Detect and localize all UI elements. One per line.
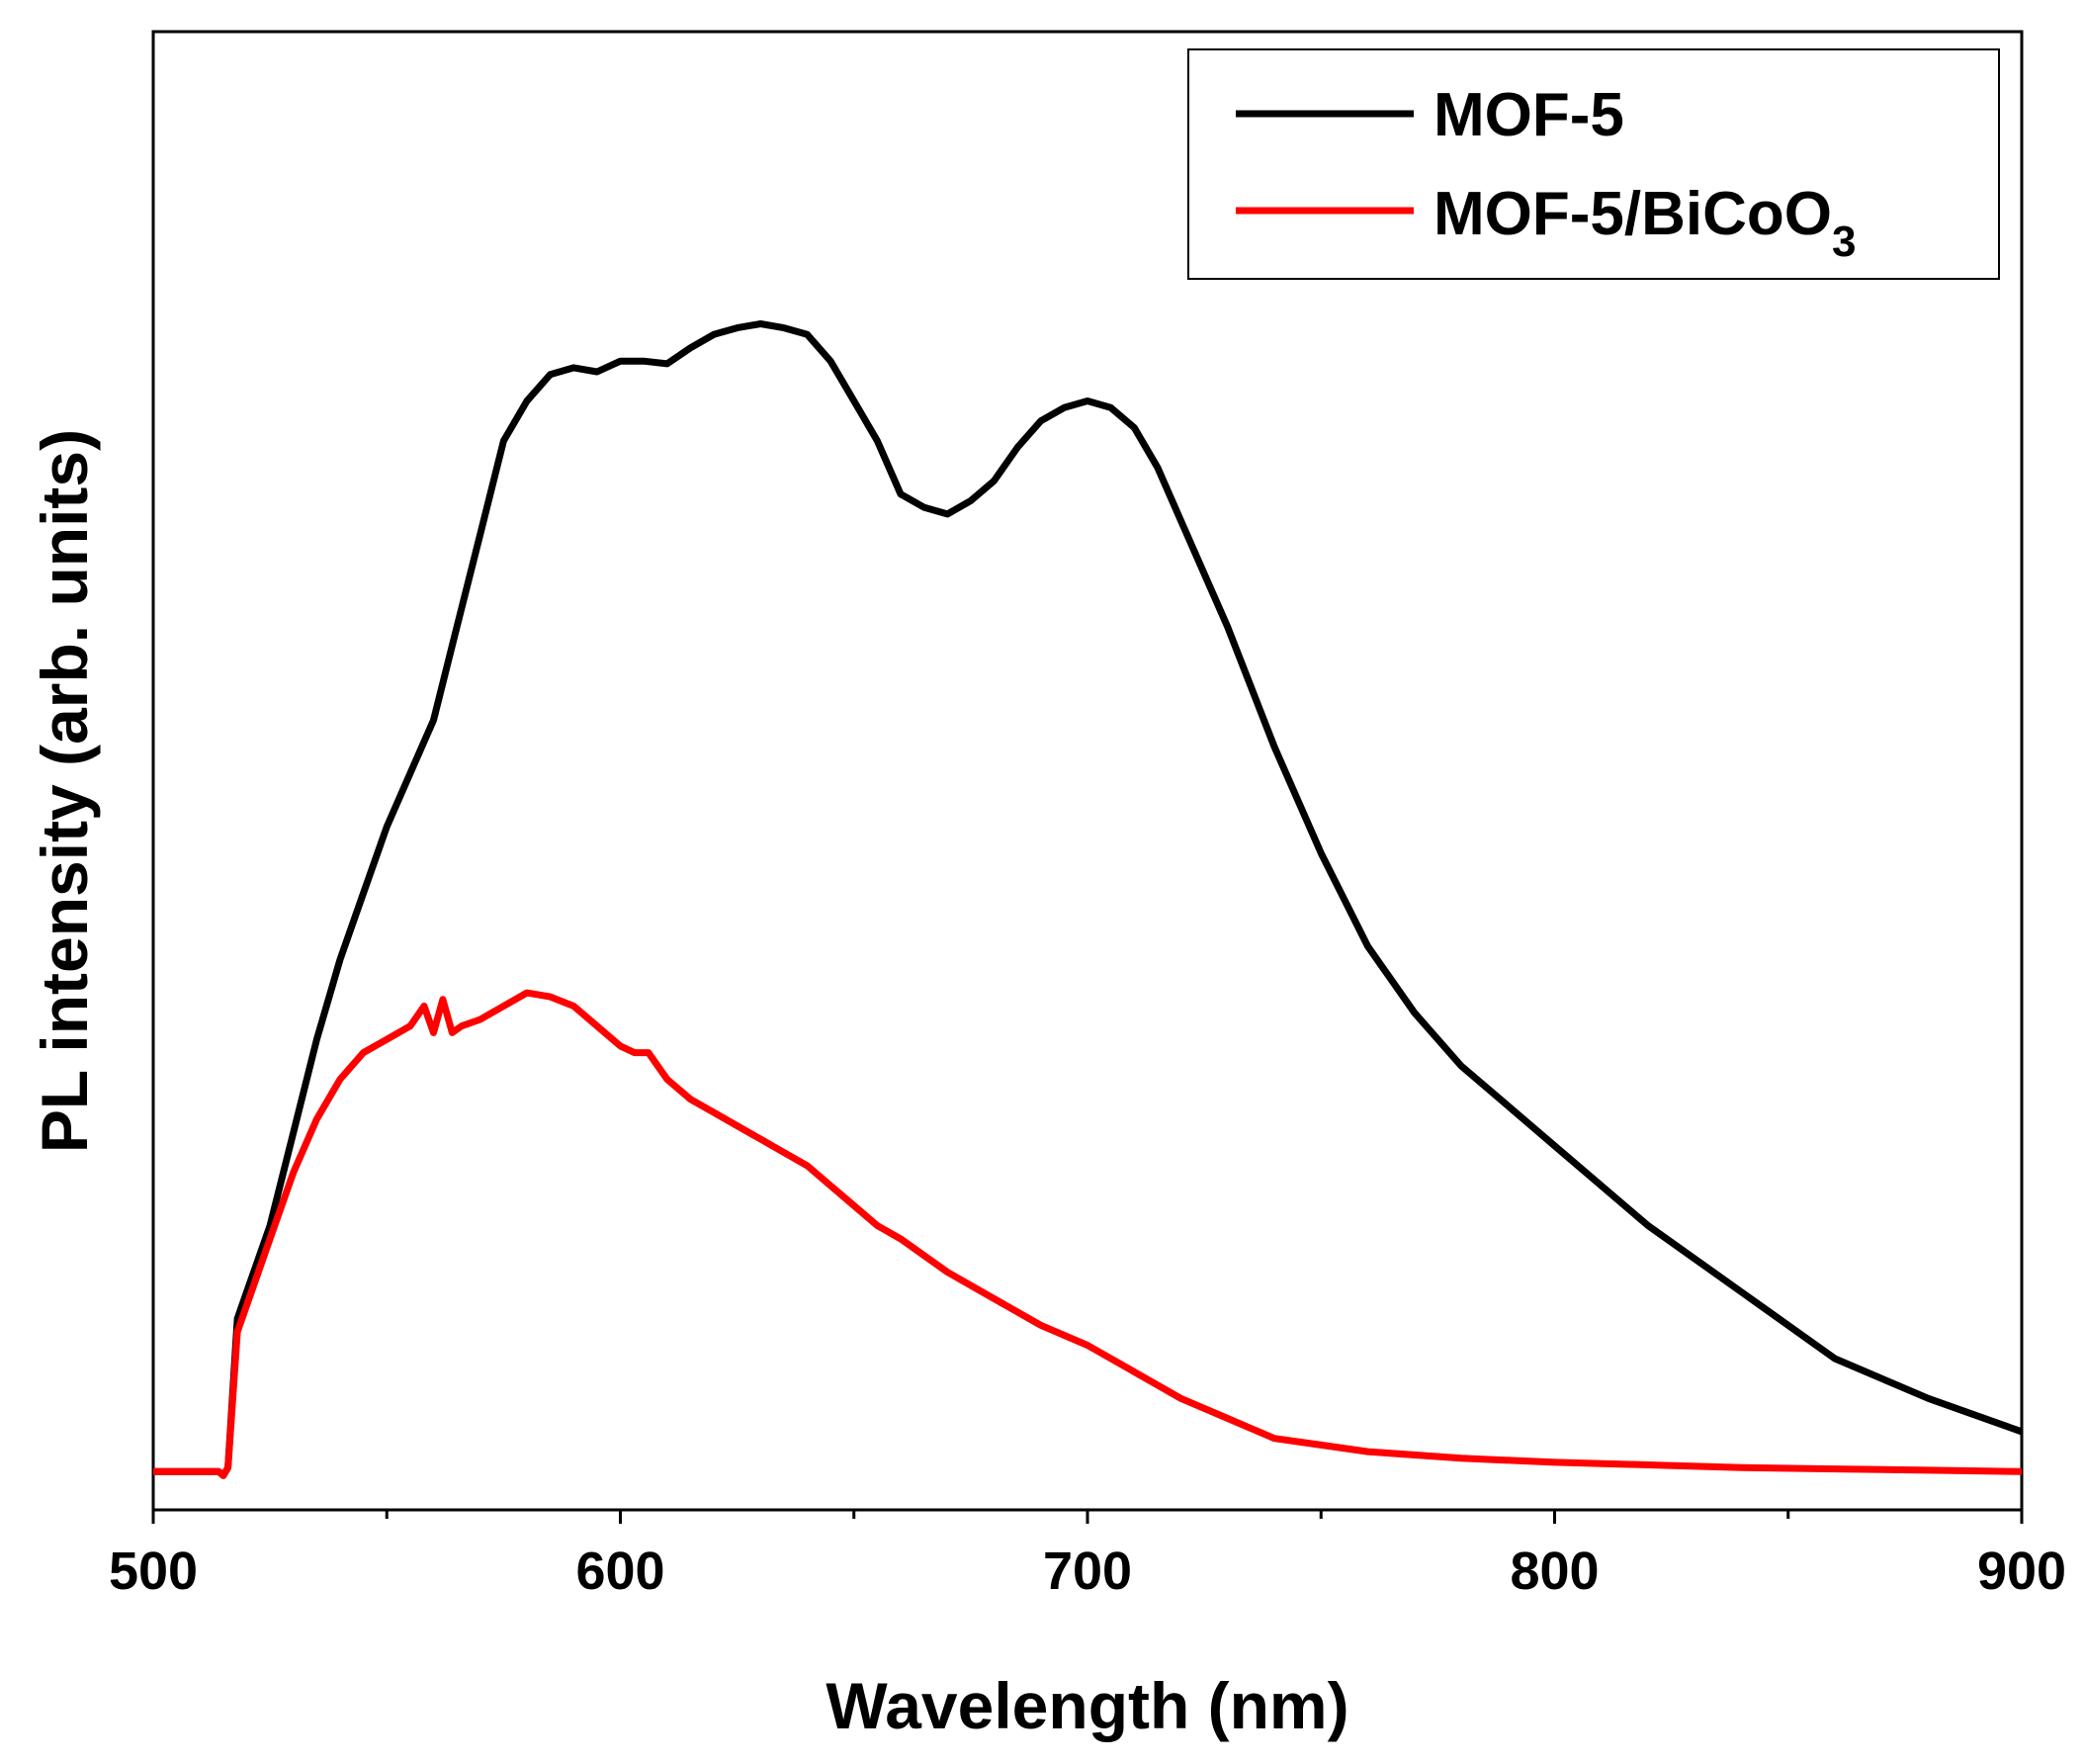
x-tick-label: 800 <box>1510 1542 1599 1601</box>
legend-label-main: MOF-5/BiCoO <box>1433 180 1832 248</box>
x-tick-label: 700 <box>1043 1542 1132 1601</box>
x-tick-label: 900 <box>1977 1542 2066 1601</box>
x-axis-ticks: 500 600 700 800 900 <box>109 1510 2066 1601</box>
series-line-mof-5-bicoo3 <box>153 989 2022 1479</box>
x-axis-title: Wavelength (nm) <box>825 1669 1348 1742</box>
series-layer <box>153 320 2022 1479</box>
series-line-mof-5 <box>153 320 2022 1479</box>
y-axis-title: PL intensity (arb. units) <box>28 429 101 1153</box>
legend-label-mof-5-bicoo3: MOF-5/BiCoO3 <box>1433 180 1856 266</box>
legend-box <box>1187 48 2000 280</box>
legend: MOF-5 MOF-5/BiCoO3 <box>1187 48 2000 280</box>
legend-label-subscript: 3 <box>1832 218 1856 266</box>
x-tick-label: 500 <box>109 1542 198 1601</box>
x-tick-label: 600 <box>575 1542 664 1601</box>
legend-label-mof-5: MOF-5 <box>1433 81 1624 149</box>
